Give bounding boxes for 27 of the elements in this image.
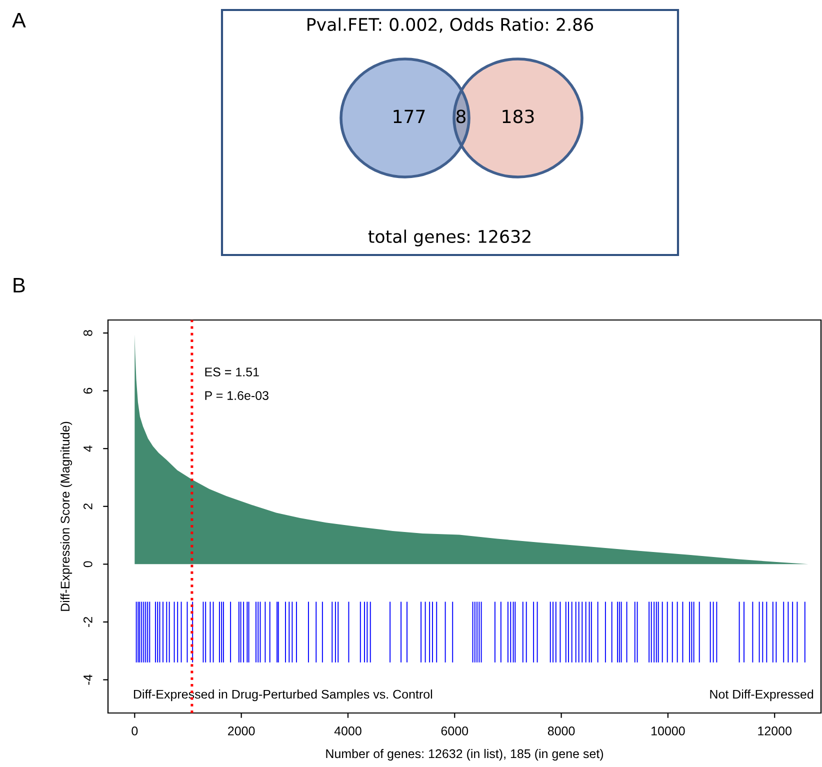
x-axis-title: Number of genes: 12632 (in list), 185 (in gene set) [326, 748, 604, 761]
y-axis-title: Diff-Expression Score (Magnitude) [60, 422, 72, 611]
y-tick-label: 0 [83, 561, 92, 568]
text: Pval.FET: 0.002, Odds Ratio: 2.86 [308, 18, 594, 33]
x-tick-label: 12000 [758, 726, 792, 736]
text: A [12, 13, 26, 28]
y-tick-label: -2 [83, 617, 92, 627]
annotation: P = 1.6e-03 [205, 391, 268, 400]
data-label: 177 [394, 110, 425, 123]
x-tick-label: 8000 [548, 726, 575, 736]
data-label: 183 [502, 110, 534, 124]
text: total genes: 12632 [368, 230, 530, 246]
x-tick-label: 2000 [228, 726, 255, 736]
x-tick-label: 10000 [652, 726, 685, 736]
annotation: Diff-Expressed in Drug-Perturbed Samples vs. Control [134, 689, 432, 702]
x-tick-label: 0 [132, 726, 138, 736]
y-tick-label: 8 [83, 330, 92, 336]
x-tick-label: 6000 [441, 726, 468, 736]
x-tick-label: 4000 [334, 726, 362, 736]
y-tick-label: 6 [83, 388, 92, 394]
text: B [14, 278, 25, 292]
annotation: Not Diff-Expressed [710, 689, 814, 702]
data-label: 8 [456, 110, 466, 124]
y-tick-label: -4 [84, 674, 92, 685]
annotation: ES = 1.51 [205, 368, 259, 376]
y-tick-label: 4 [84, 445, 92, 452]
y-tick-label: 2 [83, 504, 92, 510]
